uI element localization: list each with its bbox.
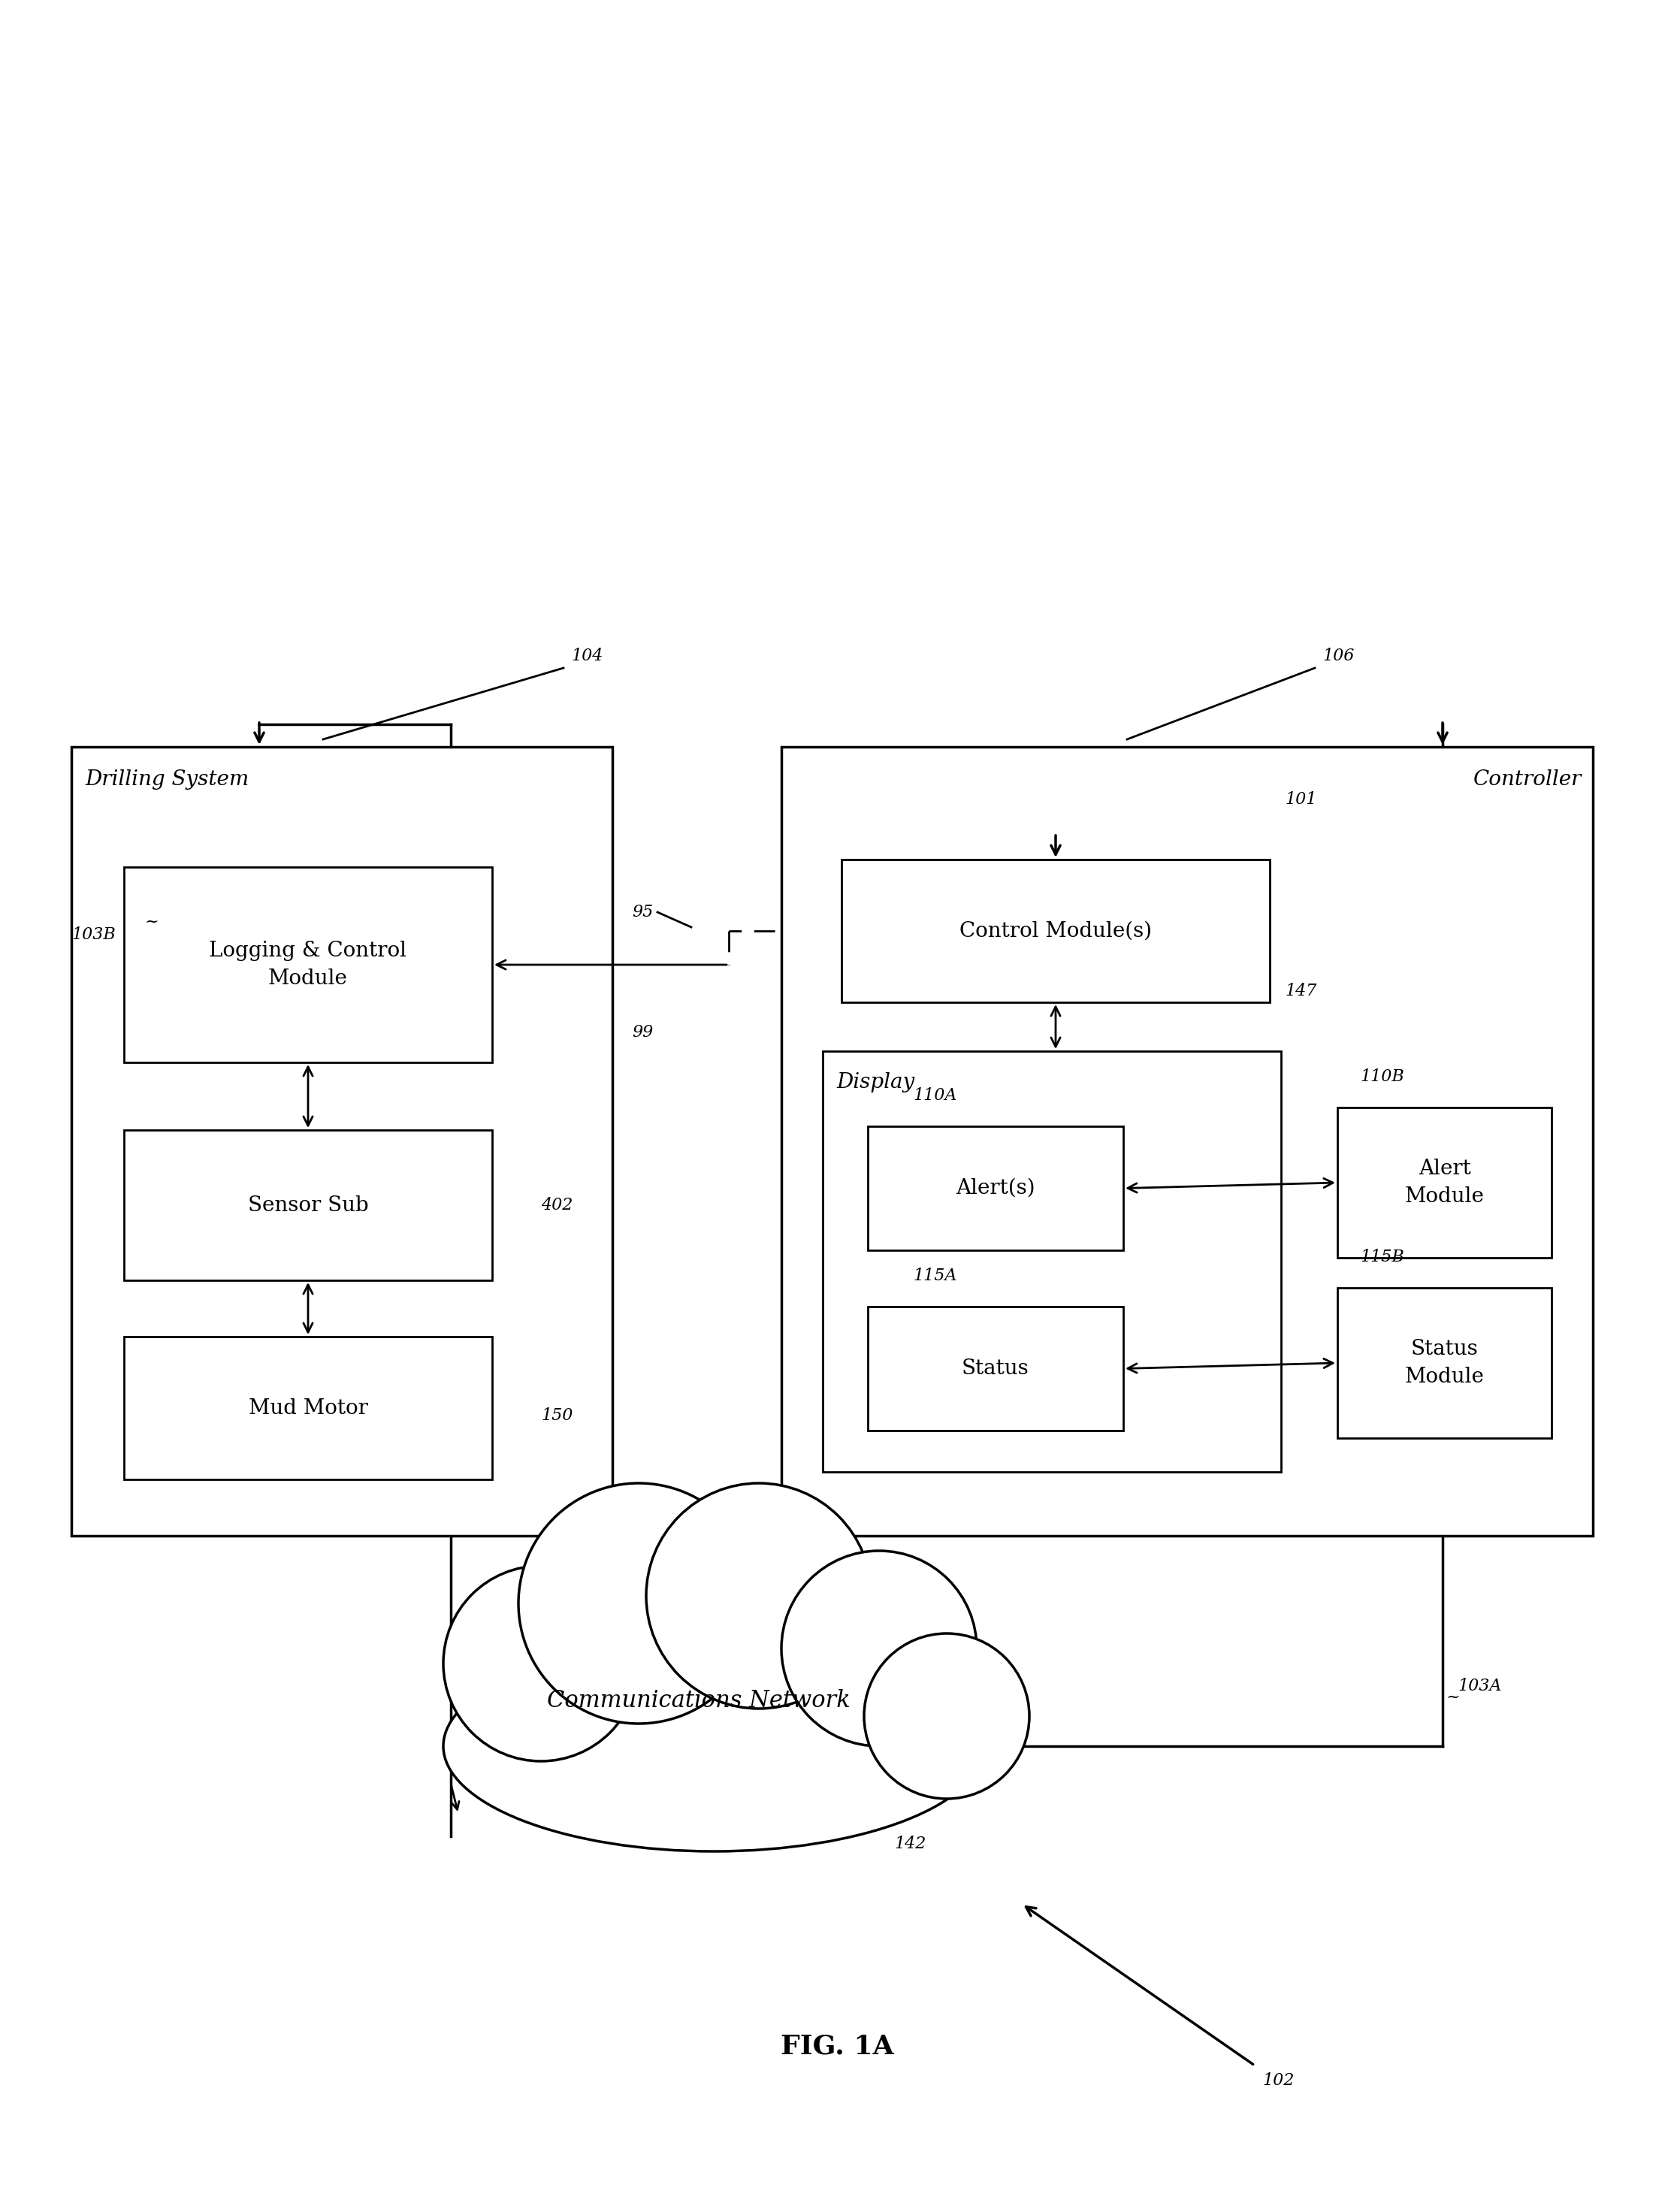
Text: Controller: Controller bbox=[1473, 770, 1582, 790]
Text: Drilling System: Drilling System bbox=[85, 770, 249, 790]
Text: 101: 101 bbox=[1286, 792, 1317, 807]
Text: 103B: 103B bbox=[72, 927, 116, 942]
Ellipse shape bbox=[444, 1641, 984, 1851]
FancyBboxPatch shape bbox=[782, 748, 1594, 1535]
FancyBboxPatch shape bbox=[124, 867, 492, 1062]
FancyBboxPatch shape bbox=[124, 1130, 492, 1281]
Text: 142: 142 bbox=[894, 1836, 926, 1851]
Text: 106: 106 bbox=[1322, 648, 1354, 664]
Text: 110B: 110B bbox=[1359, 1068, 1404, 1084]
Text: ~: ~ bbox=[865, 1823, 879, 1840]
Text: Sensor Sub: Sensor Sub bbox=[248, 1194, 368, 1214]
Text: Display: Display bbox=[837, 1073, 914, 1093]
Text: 147: 147 bbox=[1286, 982, 1317, 1000]
Text: 99: 99 bbox=[633, 1024, 653, 1040]
Text: Alert
Module: Alert Module bbox=[1404, 1159, 1485, 1208]
Text: ~: ~ bbox=[1446, 1690, 1460, 1705]
Text: Logging & Control
Module: Logging & Control Module bbox=[209, 940, 407, 989]
Text: 104: 104 bbox=[571, 648, 603, 664]
FancyBboxPatch shape bbox=[822, 1051, 1281, 1471]
Text: Alert(s): Alert(s) bbox=[956, 1179, 1035, 1199]
Circle shape bbox=[444, 1566, 639, 1761]
Circle shape bbox=[646, 1484, 872, 1708]
Text: Status: Status bbox=[963, 1358, 1030, 1378]
Circle shape bbox=[519, 1484, 758, 1723]
Text: 95: 95 bbox=[633, 905, 653, 920]
Text: FIG. 1A: FIG. 1A bbox=[780, 2033, 894, 2059]
Text: 115B: 115B bbox=[1359, 1250, 1404, 1265]
FancyBboxPatch shape bbox=[1338, 1287, 1552, 1438]
Text: 110A: 110A bbox=[912, 1088, 958, 1104]
Text: Status
Module: Status Module bbox=[1404, 1338, 1485, 1387]
Text: 102: 102 bbox=[1262, 2073, 1294, 2088]
Text: Control Module(s): Control Module(s) bbox=[959, 920, 1152, 940]
FancyBboxPatch shape bbox=[124, 1336, 492, 1480]
Text: 150: 150 bbox=[541, 1407, 573, 1425]
Text: 115A: 115A bbox=[912, 1267, 958, 1285]
Text: Communications Network: Communications Network bbox=[547, 1690, 850, 1712]
FancyBboxPatch shape bbox=[867, 1307, 1123, 1431]
FancyBboxPatch shape bbox=[1338, 1108, 1552, 1259]
FancyBboxPatch shape bbox=[842, 860, 1271, 1002]
Text: ~: ~ bbox=[146, 914, 159, 931]
Text: 402: 402 bbox=[541, 1197, 573, 1214]
Circle shape bbox=[864, 1632, 1030, 1798]
FancyBboxPatch shape bbox=[72, 748, 613, 1535]
Text: 103A: 103A bbox=[1458, 1677, 1502, 1694]
Text: Mud Motor: Mud Motor bbox=[248, 1398, 368, 1418]
FancyBboxPatch shape bbox=[867, 1126, 1123, 1250]
Circle shape bbox=[782, 1551, 976, 1745]
